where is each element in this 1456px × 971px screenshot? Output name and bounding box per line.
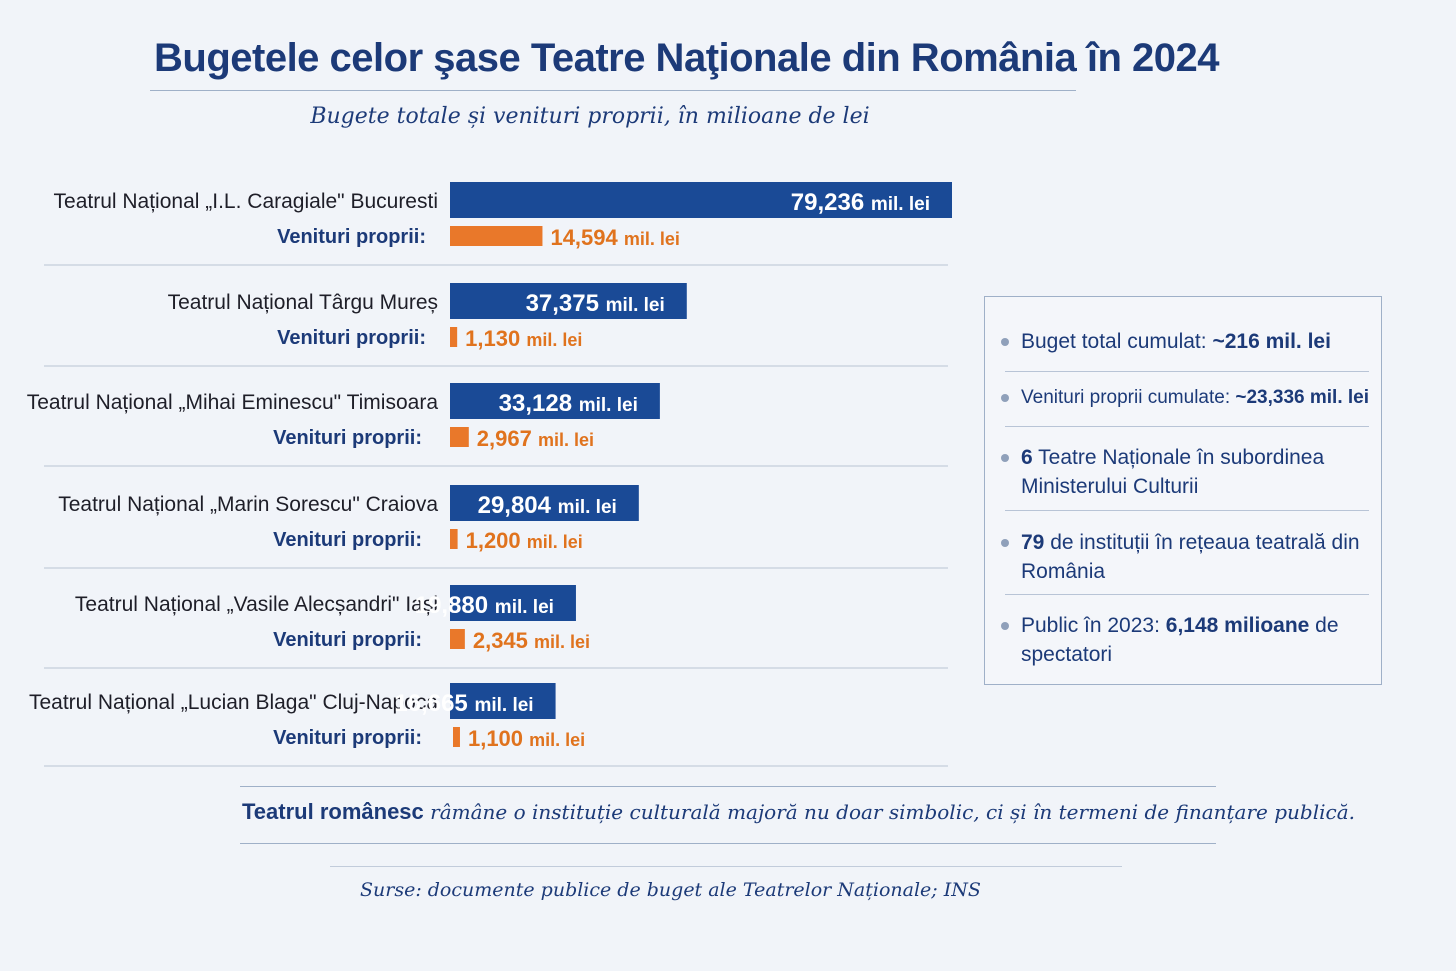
bullet-icon — [1001, 454, 1009, 462]
summary-divider — [1005, 594, 1369, 595]
budget-bar — [450, 383, 660, 419]
budget-value-label: 29,804 mil. lei — [478, 492, 617, 519]
summary-divider — [1005, 510, 1369, 511]
category-label: Teatrul Național „I.L. Caragiale" Bucure… — [54, 190, 438, 213]
own-revenue-label: Venituri proprii: — [277, 327, 426, 349]
quote-text: râmâne o instituție culturală majoră nu … — [423, 800, 1355, 824]
category-label: Teatrul Național „Marin Sorescu" Craiova — [58, 493, 438, 516]
bullet-icon — [1001, 338, 1009, 346]
bar-chart: Teatrul Național „I.L. Caragiale" Bucure… — [27, 182, 952, 767]
own-revenue-label: Venituri proprii: — [273, 529, 422, 551]
budget-bar — [450, 585, 576, 621]
budget-value-label: 33,128 mil. lei — [499, 390, 638, 417]
budget-value-label: 19,880 mil. lei — [415, 592, 554, 619]
own-revenue-bar — [450, 529, 458, 549]
summary-text: de spectatori — [1021, 614, 1339, 666]
summary-text: Public în 2023: — [1021, 614, 1166, 637]
summary-text: Venituri proprii cumulate: — [1021, 387, 1236, 408]
own-revenue-bar — [450, 327, 458, 347]
own-revenue-label: Venituri proprii: — [277, 226, 426, 248]
summary-value: 6 — [1021, 446, 1033, 469]
page-title: Bugetele celor şase Teatre Naţionale din… — [154, 36, 1220, 80]
source-note: Surse: documente publice de buget ale Te… — [360, 879, 981, 901]
summary-value: 79 — [1021, 531, 1045, 554]
own-revenue-value-label: 1,100 mil. lei — [468, 726, 585, 751]
own-revenue-value-label: 1,200 mil. lei — [466, 528, 583, 553]
budget-bar — [450, 485, 639, 521]
chart-subtitle: Bugete totale și venituri proprii, în mi… — [310, 104, 870, 129]
summary-divider — [1005, 426, 1369, 427]
budget-bar — [450, 283, 687, 319]
quote-bold: Teatrul românesc — [242, 799, 424, 824]
own-revenue-bar — [450, 629, 465, 649]
summary-item-institutions: 79 de instituții în rețeaua teatrală din… — [1001, 528, 1369, 586]
title-divider — [150, 90, 1076, 91]
summary-value: ~216 mil. lei — [1212, 330, 1331, 353]
budget-bar — [450, 683, 556, 719]
bullet-icon — [1001, 622, 1009, 630]
summary-text: Buget total cumulat: — [1021, 330, 1213, 353]
summary-item-public: Public în 2023: 6,148 milioane de specta… — [1001, 611, 1369, 669]
category-label: Teatrul Național „Mihai Eminescu" Timiso… — [27, 391, 439, 414]
own-revenue-label: Venituri proprii: — [273, 727, 422, 749]
category-label: Teatrul Național „Vasile Alecșandri" Iaș… — [75, 593, 438, 616]
summary-item-own-revenue: Venituri proprii cumulate: ~23,336 mil. … — [1001, 383, 1369, 412]
category-label: Teatrul Național „Lucian Blaga" Cluj-Nap… — [29, 691, 438, 714]
own-revenue-value-label: 1,130 mil. lei — [465, 326, 582, 351]
budget-bar — [450, 182, 952, 218]
own-revenue-value-label: 2,345 mil. lei — [473, 628, 590, 653]
own-revenue-bar — [453, 727, 460, 747]
budget-value-label: 16,665 mil. lei — [394, 690, 533, 717]
bullet-icon — [1001, 394, 1009, 402]
own-revenue-bar — [450, 427, 469, 447]
budget-value-label: 79,236 mil. lei — [791, 189, 930, 216]
quote-divider-top — [240, 786, 1216, 787]
own-revenue-label: Venituri proprii: — [273, 427, 422, 449]
summary-item-theatres: 6 Teatre Naționale în subordinea Ministe… — [1001, 443, 1369, 501]
conclusion-quote: Teatrul românesc râmâne o instituție cul… — [242, 799, 1355, 825]
summary-text: Teatre Naționale în subordinea Ministeru… — [1021, 446, 1325, 498]
own-revenue-value-label: 14,594 mil. lei — [550, 225, 679, 250]
category-label: Teatrul Național Târgu Mureș — [168, 291, 438, 314]
own-revenue-label: Venituri proprii: — [273, 629, 422, 651]
summary-text: de instituții în rețeaua teatrală din Ro… — [1021, 531, 1360, 583]
bullet-icon — [1001, 539, 1009, 547]
own-revenue-bar — [450, 226, 543, 246]
summary-item-total-budget: Buget total cumulat: ~216 mil. lei — [1001, 327, 1369, 356]
budget-value-label: 37,375 mil. lei — [526, 290, 665, 317]
source-divider — [330, 866, 1122, 867]
summary-value: 6,148 milioane — [1165, 614, 1310, 637]
summary-value: ~23,336 mil. lei — [1235, 387, 1370, 408]
quote-divider-bottom — [240, 843, 1216, 844]
summary-box: Buget total cumulat: ~216 mil. lei Venit… — [984, 296, 1382, 685]
own-revenue-value-label: 2,967 mil. lei — [477, 426, 594, 451]
summary-divider — [1005, 371, 1369, 372]
